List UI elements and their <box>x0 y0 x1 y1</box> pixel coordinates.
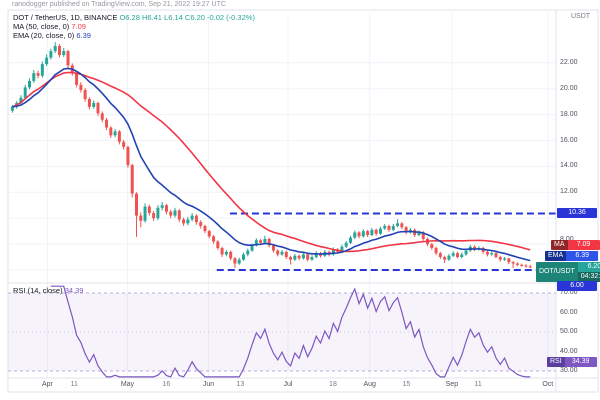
time-axis-tick: Jun <box>202 381 215 388</box>
price-axis-tick: 12.00 <box>560 188 578 196</box>
time-axis-tick: 16 <box>162 381 171 388</box>
rsi-axis-tick: 60.00 <box>560 308 578 316</box>
ema-20-line <box>12 67 531 262</box>
time-axis-tick: 13 <box>236 381 245 388</box>
time-axis-tick: May <box>120 381 135 388</box>
support-price-badge: 6.00 <box>557 281 597 291</box>
time-axis-tick: Jul <box>283 381 293 388</box>
price-axis-tick: 16.00 <box>560 136 578 144</box>
ema-axis-badge: EMA 6.39 <box>545 251 599 261</box>
rsi-badge-name: RSI <box>547 357 565 367</box>
price-badge-value: 6.20 <box>577 262 600 272</box>
price-axis-tick: 18.00 <box>560 110 578 118</box>
price-axis-tick: 8.00 <box>560 236 574 244</box>
rsi-axis-badge: RSI 34.39 <box>547 357 597 367</box>
last-price-badge: DOT/USDT 6.20 04:32:41 <box>536 262 600 282</box>
price-axis-tick: 20.00 <box>560 84 578 92</box>
ma-badge-name: MA <box>551 240 568 250</box>
resistance-price-value: 10.36 <box>568 209 586 216</box>
time-axis-tick: 11 <box>474 381 482 388</box>
price-badge-symbol: DOT/USDT <box>536 262 578 282</box>
time-axis-tick: 18 <box>329 381 337 388</box>
ema-legend-label: EMA (20, close, 0) <box>13 31 75 40</box>
rsi-legend[interactable]: RSI (14, close) 34.39 <box>13 286 83 295</box>
ema-legend[interactable]: EMA (20, close, 0) 6.39 <box>13 31 91 40</box>
time-axis-tick: 15 <box>402 381 411 388</box>
ma-legend-value: 7.09 <box>71 22 86 31</box>
ema-legend-value: 6.39 <box>76 31 91 40</box>
support-resistance-levels <box>216 212 556 271</box>
time-axis-tick: Aug <box>363 381 376 388</box>
rsi-line <box>50 285 531 378</box>
price-axis-currency: USDT <box>571 13 591 20</box>
rsi-band <box>8 292 556 372</box>
price-axis-tick: 22.00 <box>560 58 578 66</box>
candlesticks <box>10 42 532 269</box>
rsi-axis-tick: 40.00 <box>560 347 578 355</box>
rsi-axis-tick: 70.00 <box>560 289 578 296</box>
rsi-legend-value: 34.39 <box>64 286 84 295</box>
rsi-badge-value: 34.39 <box>564 357 597 367</box>
ohlc-values: O6.28 H6.41 L6.14 C6.20 -0.02 (-0.32%) <box>119 13 255 22</box>
rsi-axis-tick: 50.00 <box>560 328 578 335</box>
symbol-legend[interactable]: DOT / TetherUS, 1D, BINANCE O6.28 H6.41 … <box>13 13 255 22</box>
rsi-legend-label: RSI (14, close) <box>13 286 63 295</box>
time-axis-tick: Oct <box>542 381 554 388</box>
price-axis-tick: 14.00 <box>560 162 578 170</box>
ema-badge-value: 6.39 <box>566 251 599 261</box>
pane-borders <box>7 9 599 393</box>
price-badge-column: 6.20 04:32:41 <box>577 262 600 282</box>
gridlines <box>8 14 556 377</box>
ema-badge-name: EMA <box>545 251 567 261</box>
time-axis-tick: Apr <box>42 381 53 388</box>
ma-legend-label: MA (50, close, 0) <box>13 22 70 31</box>
price-badge-countdown: 04:32:41 <box>577 272 600 282</box>
ma-badge-value: 7.09 <box>567 240 600 250</box>
symbol-title: DOT / TetherUS, 1D, BINANCE <box>13 13 118 22</box>
resistance-price-badge: 10.36 <box>557 208 597 218</box>
ma-axis-badge: MA 7.09 <box>551 240 600 250</box>
ma-legend[interactable]: MA (50, close, 0) 7.09 <box>13 22 86 31</box>
attribution-text: ranodogger published on TradingView.com,… <box>12 1 226 8</box>
time-axis-tick: 11 <box>70 381 78 388</box>
support-price-value: 6.00 <box>570 282 584 289</box>
ma-50-line <box>12 71 531 253</box>
rsi-axis-tick: 30.00 <box>560 367 578 374</box>
time-axis-tick: Sep <box>445 381 459 388</box>
